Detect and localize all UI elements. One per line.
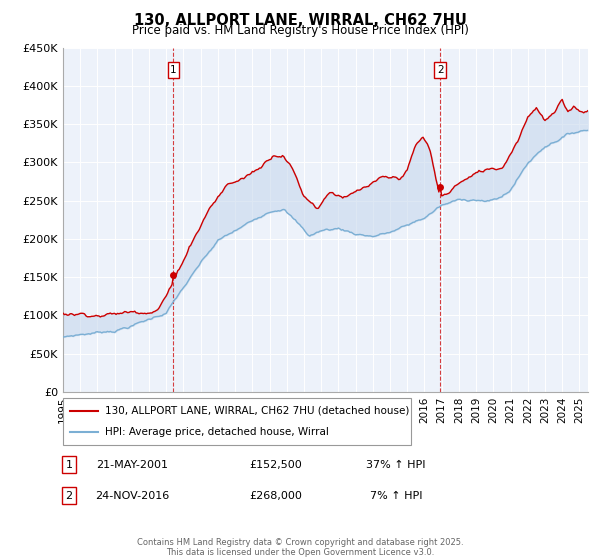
Text: 1: 1 <box>65 460 73 470</box>
Text: 130, ALLPORT LANE, WIRRAL, CH62 7HU (detached house): 130, ALLPORT LANE, WIRRAL, CH62 7HU (det… <box>105 406 409 416</box>
Text: 2: 2 <box>437 65 443 75</box>
Text: 7% ↑ HPI: 7% ↑ HPI <box>370 491 422 501</box>
Text: 24-NOV-2016: 24-NOV-2016 <box>95 491 169 501</box>
Text: 1: 1 <box>170 65 177 75</box>
Text: 130, ALLPORT LANE, WIRRAL, CH62 7HU: 130, ALLPORT LANE, WIRRAL, CH62 7HU <box>134 13 466 28</box>
Text: Price paid vs. HM Land Registry's House Price Index (HPI): Price paid vs. HM Land Registry's House … <box>131 24 469 36</box>
Text: 21-MAY-2001: 21-MAY-2001 <box>96 460 168 470</box>
Text: HPI: Average price, detached house, Wirral: HPI: Average price, detached house, Wirr… <box>105 427 329 437</box>
Text: Contains HM Land Registry data © Crown copyright and database right 2025.
This d: Contains HM Land Registry data © Crown c… <box>137 538 463 557</box>
Text: £268,000: £268,000 <box>250 491 302 501</box>
Text: £152,500: £152,500 <box>250 460 302 470</box>
FancyBboxPatch shape <box>63 398 411 445</box>
Text: 2: 2 <box>65 491 73 501</box>
Text: 37% ↑ HPI: 37% ↑ HPI <box>366 460 426 470</box>
